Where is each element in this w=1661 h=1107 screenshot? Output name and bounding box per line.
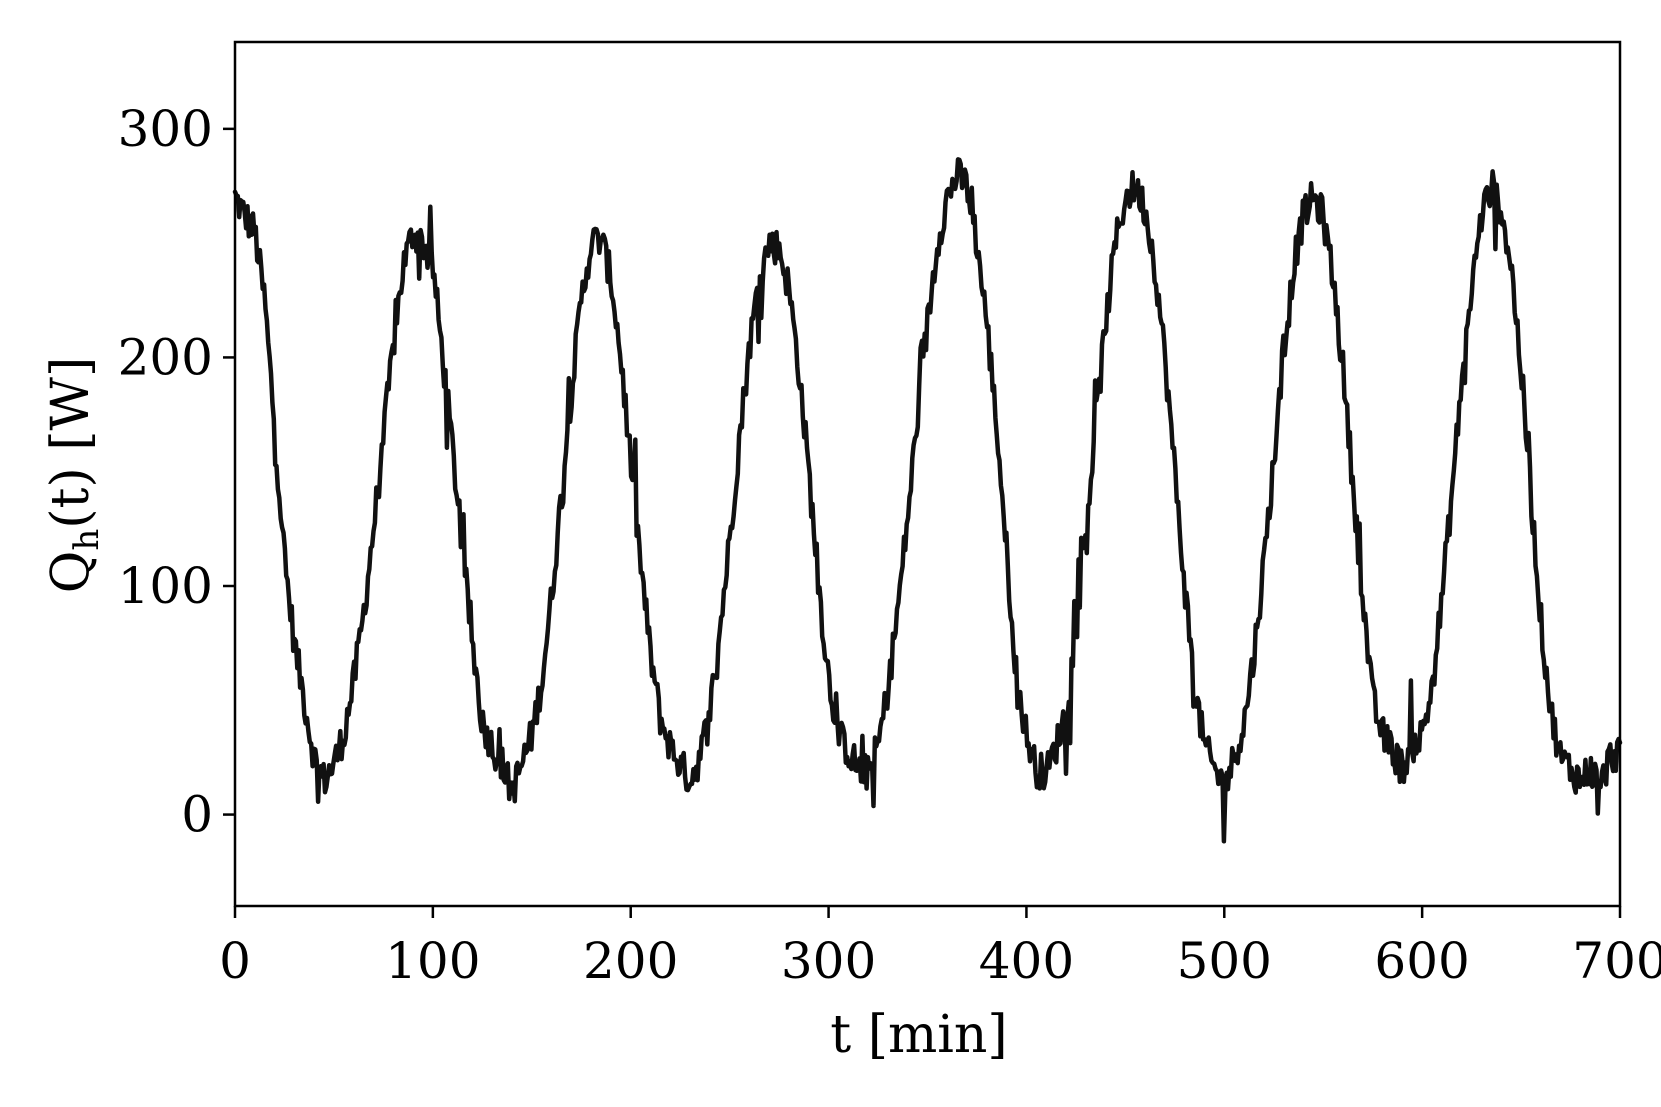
x-tick-label: 300 — [781, 932, 876, 990]
y-axis-label-main: Q — [41, 551, 101, 594]
y-tick-label: 0 — [181, 786, 213, 844]
y-axis: 0 100 200 300 — [118, 100, 235, 844]
x-tick-label: 200 — [583, 932, 678, 990]
x-axis-label: t [min] — [830, 1005, 1007, 1065]
x-axis: 0 100 200 300 400 500 600 700 — [219, 906, 1661, 990]
x-tick-label: 600 — [1374, 932, 1469, 990]
x-tick-label: 500 — [1177, 932, 1272, 990]
plot-frame — [233, 40, 1622, 908]
y-axis-label-subscript: h — [67, 529, 107, 551]
x-tick-label: 700 — [1572, 932, 1661, 990]
x-tick-label: 400 — [979, 932, 1074, 990]
x-tick-label: 0 — [219, 932, 251, 990]
x-tick-label: 100 — [385, 932, 480, 990]
y-axis-label: Qh(t) [W] — [41, 357, 107, 594]
y-tick-label: 300 — [118, 100, 213, 158]
y-tick-label: 100 — [118, 557, 213, 615]
y-axis-label-rest: (t) [W] — [41, 357, 101, 529]
series-line-qh — [232, 157, 1623, 844]
y-tick-label: 200 — [118, 328, 213, 386]
